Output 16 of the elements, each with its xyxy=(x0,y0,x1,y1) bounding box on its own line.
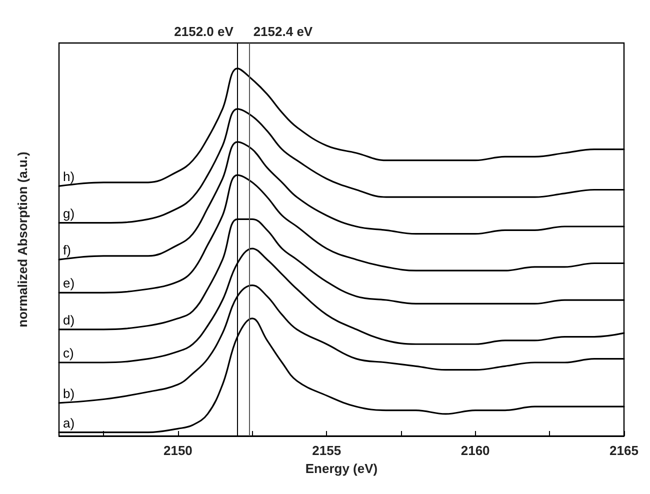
series-label: c) xyxy=(63,345,74,360)
series-label: e) xyxy=(63,276,75,291)
series-label: a) xyxy=(63,415,75,430)
x-tick-label: 2160 xyxy=(460,443,490,458)
ref-line-label: 2152.0 eV xyxy=(174,24,234,39)
series-label: g) xyxy=(63,206,75,221)
series-label: h) xyxy=(63,169,75,184)
series-label: d) xyxy=(63,312,75,328)
y-axis-title: normalized Absorption (a.u.) xyxy=(15,152,30,328)
x-tick-label: 2165 xyxy=(610,443,638,458)
series-label: f) xyxy=(63,242,71,258)
x-axis-title: Energy (eV) xyxy=(305,460,378,476)
series-label: b) xyxy=(63,386,75,401)
x-tick-label: 2150 xyxy=(163,443,192,458)
x-tick-label: 2155 xyxy=(312,443,342,458)
ref-line-label: 2152.4 eV xyxy=(253,24,313,39)
